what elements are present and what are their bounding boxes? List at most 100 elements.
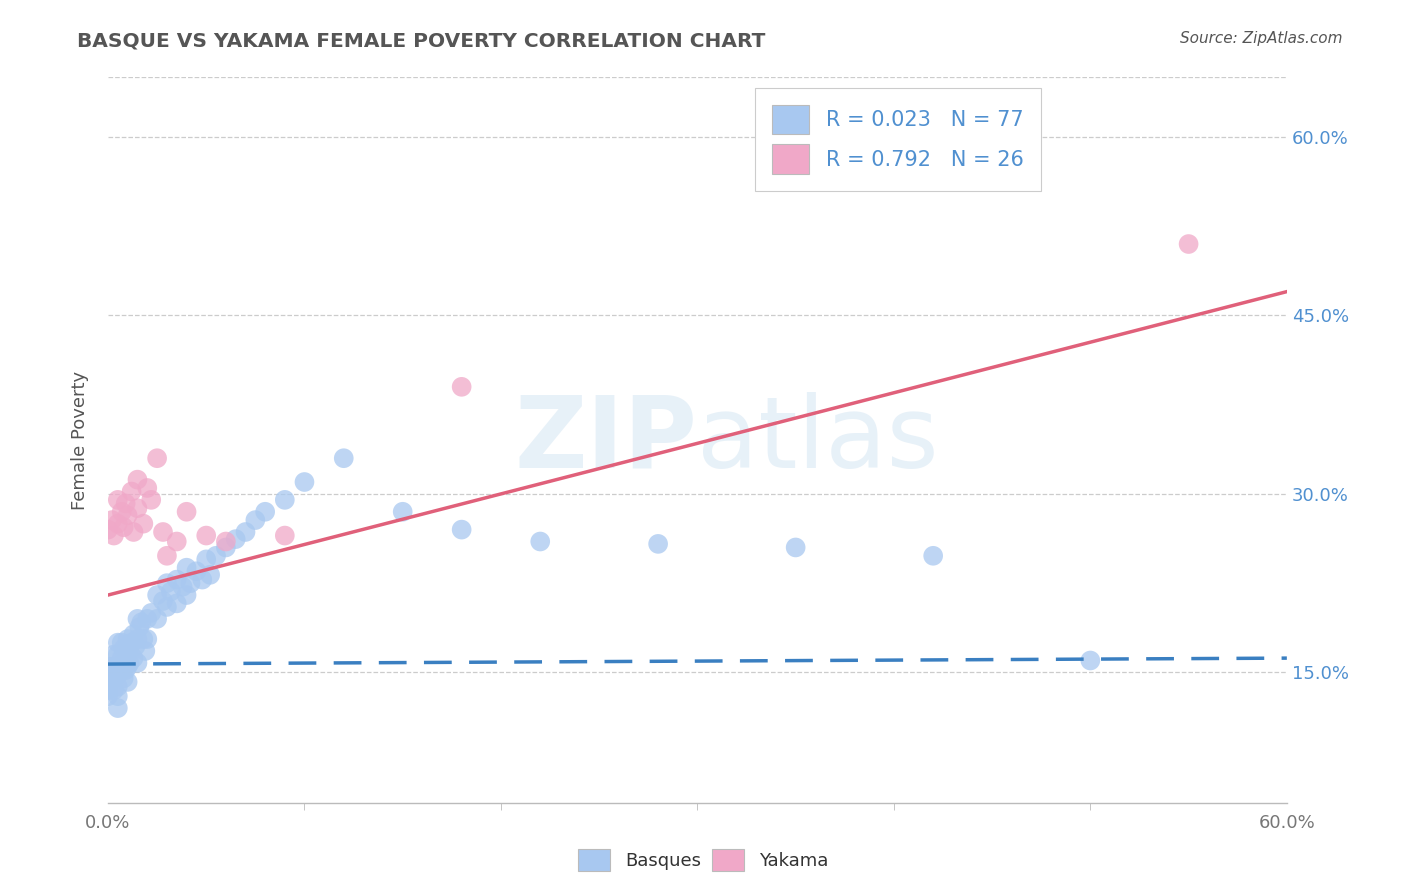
Point xyxy=(195,528,218,542)
Point xyxy=(97,523,120,537)
Point xyxy=(922,549,945,563)
Point xyxy=(152,524,174,539)
Point xyxy=(114,496,136,510)
Point xyxy=(127,612,149,626)
Point xyxy=(136,481,159,495)
Point xyxy=(101,513,124,527)
Point xyxy=(97,665,120,680)
Point xyxy=(114,663,136,677)
Point xyxy=(141,492,163,507)
Point xyxy=(160,584,183,599)
Point xyxy=(111,651,134,665)
Point xyxy=(195,552,218,566)
Point xyxy=(176,560,198,574)
Point xyxy=(127,501,149,516)
Point xyxy=(103,683,125,698)
Point xyxy=(107,516,129,531)
Point xyxy=(112,641,135,656)
Point xyxy=(176,588,198,602)
Point xyxy=(166,534,188,549)
Point xyxy=(785,541,807,555)
Point xyxy=(107,635,129,649)
Point xyxy=(117,632,139,646)
Point xyxy=(124,639,146,653)
Point xyxy=(111,635,134,649)
Point xyxy=(122,627,145,641)
Point xyxy=(114,644,136,658)
Point xyxy=(166,596,188,610)
Point xyxy=(294,475,316,489)
Point xyxy=(156,599,179,614)
Point xyxy=(121,635,143,649)
Point xyxy=(111,505,134,519)
Point xyxy=(117,659,139,673)
Point xyxy=(127,632,149,646)
Point xyxy=(156,549,179,563)
Point xyxy=(122,524,145,539)
Point xyxy=(172,580,194,594)
Point xyxy=(254,505,277,519)
Point xyxy=(112,671,135,685)
Point xyxy=(134,644,156,658)
Point xyxy=(215,534,238,549)
Point xyxy=(107,492,129,507)
Point xyxy=(107,701,129,715)
Point xyxy=(97,689,120,703)
Point xyxy=(117,508,139,523)
Point xyxy=(127,656,149,670)
Point xyxy=(450,380,472,394)
Point xyxy=(97,659,120,673)
Point xyxy=(332,451,354,466)
Point xyxy=(191,573,214,587)
Point xyxy=(146,612,169,626)
Point xyxy=(186,564,208,578)
Point xyxy=(117,674,139,689)
Point xyxy=(136,612,159,626)
Point xyxy=(111,663,134,677)
Point xyxy=(152,594,174,608)
Point xyxy=(179,576,201,591)
Point xyxy=(215,541,238,555)
Point xyxy=(103,648,125,662)
Legend: R = 0.023   N = 77, R = 0.792   N = 26: R = 0.023 N = 77, R = 0.792 N = 26 xyxy=(755,87,1040,191)
Point xyxy=(97,671,120,685)
Text: Source: ZipAtlas.com: Source: ZipAtlas.com xyxy=(1180,31,1343,46)
Point xyxy=(117,648,139,662)
Point xyxy=(127,473,149,487)
Point xyxy=(146,451,169,466)
Point xyxy=(205,549,228,563)
Point xyxy=(121,484,143,499)
Point xyxy=(156,576,179,591)
Point xyxy=(118,639,141,653)
Point xyxy=(107,689,129,703)
Point xyxy=(103,659,125,673)
Point xyxy=(107,648,129,662)
Point xyxy=(107,680,129,694)
Point xyxy=(235,524,257,539)
Text: atlas: atlas xyxy=(697,392,939,489)
Point xyxy=(225,532,247,546)
Point xyxy=(107,667,129,681)
Text: ZIP: ZIP xyxy=(515,392,697,489)
Point xyxy=(391,505,413,519)
Point xyxy=(97,683,120,698)
Point xyxy=(529,534,551,549)
Point xyxy=(274,492,297,507)
Point xyxy=(245,513,267,527)
Point xyxy=(97,677,120,691)
Point xyxy=(146,588,169,602)
Point xyxy=(166,573,188,587)
Point xyxy=(450,523,472,537)
Point xyxy=(131,615,153,630)
Point xyxy=(274,528,297,542)
Point xyxy=(107,659,129,673)
Point xyxy=(141,606,163,620)
Point xyxy=(132,516,155,531)
Point xyxy=(1177,237,1199,252)
Point xyxy=(118,656,141,670)
Point xyxy=(112,520,135,534)
Y-axis label: Female Poverty: Female Poverty xyxy=(72,371,89,510)
Point xyxy=(132,632,155,646)
Point xyxy=(1080,653,1102,667)
Point xyxy=(112,656,135,670)
